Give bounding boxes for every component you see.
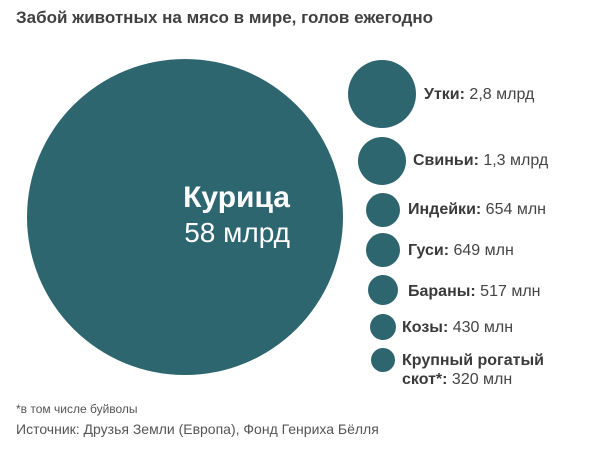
pigs-name: Свиньи: [413, 152, 479, 169]
source: Источник: Друзья Земли (Европа), Фонд Ге… [16, 421, 379, 437]
goats-value: 430 млн [448, 319, 514, 336]
bubble-ducks [348, 60, 416, 128]
label-turkeys: Индейки: 654 млн [408, 200, 546, 219]
turkeys-name: Индейки: [408, 201, 482, 218]
label-cattle: Крупный рогатый скот*: 320 млн [402, 351, 544, 389]
bubble-turkeys [366, 193, 400, 227]
bubble-pigs [358, 137, 406, 185]
chicken-name: Курица [183, 181, 290, 214]
chicken-value: 58 млрд [184, 217, 290, 248]
ducks-value: 2,8 млрд [464, 86, 535, 103]
bubble-geese [366, 233, 400, 267]
bubble-rams [368, 275, 398, 305]
label-pigs: Свиньи: 1,3 млрд [413, 151, 548, 170]
chart-title: Забой животных на мясо в мире, голов еже… [16, 8, 434, 27]
cattle-name-line2: скот*: [402, 371, 448, 388]
footnote: *в том числе буйволы [16, 402, 138, 416]
label-ducks: Утки: 2,8 млрд [424, 85, 534, 104]
bubble-cattle [371, 348, 395, 372]
turkeys-value: 654 млн [481, 201, 546, 218]
ducks-name: Утки: [424, 86, 465, 103]
geese-name: Гуси: [408, 242, 450, 259]
bubble-goats [370, 314, 396, 340]
rams-value: 517 млн [475, 283, 541, 300]
bubble-chicken [27, 59, 343, 375]
rams-name: Бараны: [408, 283, 476, 300]
cattle-value: 320 млн [447, 371, 513, 388]
pigs-value: 1,3 млрд [478, 152, 549, 169]
goats-name: Козы: [402, 319, 449, 336]
label-rams: Бараны: 517 млн [408, 282, 541, 301]
label-geese: Гуси: 649 млн [408, 241, 514, 260]
cattle-name-line1: Крупный рогатый [402, 352, 544, 369]
geese-value: 649 млн [449, 242, 514, 259]
label-goats: Козы: 430 млн [402, 318, 513, 337]
bubble-chicken-label: Курица 58 млрд [150, 183, 290, 247]
